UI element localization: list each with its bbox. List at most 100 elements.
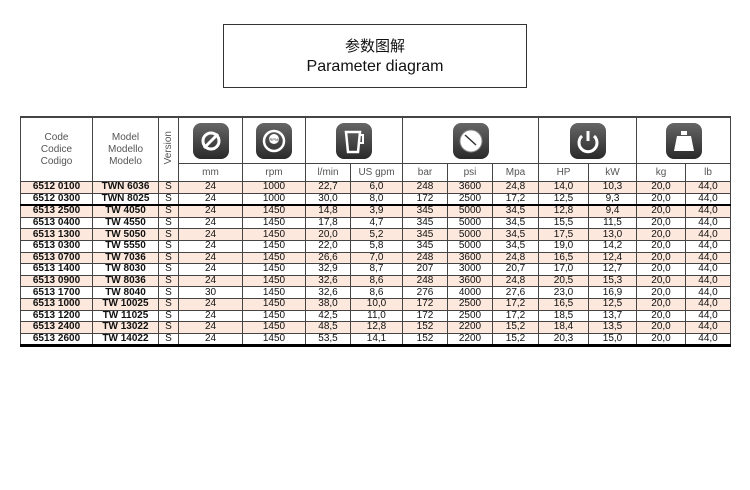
table-cell: TW 10025: [92, 297, 159, 311]
table-cell: 15,2: [491, 321, 540, 334]
table-cell: 20,0: [636, 297, 687, 311]
header-model-it: Modello: [107, 143, 144, 155]
table-cell: 24: [178, 239, 243, 253]
table-cell: 30: [178, 286, 243, 299]
table-cell: 17,2: [491, 192, 540, 207]
title-chinese: 参数图解: [344, 38, 405, 55]
table-cell: 12,5: [588, 297, 638, 311]
table-cell: 6512 0300: [20, 192, 93, 207]
table-cell: 6513 1400: [20, 263, 93, 276]
table-cell: 20,7: [491, 263, 540, 276]
header-flow: [305, 116, 403, 164]
table-cell: 17,2: [491, 309, 540, 323]
header-code-it: Codice: [40, 143, 73, 155]
table-cell: 3000: [447, 263, 493, 276]
table-cell: 44,0: [685, 192, 732, 207]
diameter-icon: [192, 122, 229, 159]
flow-jug-icon: [336, 122, 372, 159]
table-cell: 20,3: [538, 332, 590, 348]
table-cell: 20,0: [636, 321, 687, 334]
table-row: 6513 2500 TW 4050 S 24 1450 14,8 3,9 345 5000 34,…: [20, 204, 732, 218]
table-cell: 9,4: [588, 204, 638, 218]
rpm-icon: RPM: [256, 122, 292, 159]
table-cell: 11,5: [588, 216, 638, 230]
table-cell: 1450: [242, 204, 306, 218]
table-cell: 11,0: [350, 309, 403, 323]
table-cell: TW 7036: [92, 251, 159, 265]
table-cell: 22,0: [305, 239, 351, 253]
table-cell: 24,8: [491, 251, 540, 265]
table-cell: 24: [178, 309, 243, 323]
table-cell: S: [158, 274, 179, 288]
table-cell: 23,0: [538, 286, 590, 299]
table-cell: 27,6: [491, 286, 540, 299]
table-cell: 24: [178, 263, 243, 276]
table-cell: 1450: [242, 297, 306, 311]
table-cell: 8,6: [350, 274, 403, 288]
header-model-en: Model: [111, 131, 140, 143]
table-cell: 152: [402, 332, 448, 348]
table-cell: 34,5: [491, 204, 540, 218]
table-cell: S: [158, 204, 179, 218]
table-row: 6513 0300 TW 5550 S 24 1450 22,0 5,8 345 5000 34,…: [20, 239, 732, 253]
table-cell: 15,3: [588, 274, 638, 288]
table-cell: 12,8: [538, 204, 590, 218]
table-cell: 32,6: [305, 274, 351, 288]
table-cell: 17,5: [538, 228, 590, 241]
table-cell: TW 5050: [92, 228, 159, 241]
table-row: 6512 0100 TWN 6036 S 24 1000 22,7 6,0 248 3600 24…: [20, 181, 732, 194]
header-code: Code Codice Codigo: [20, 116, 93, 182]
table-cell: TW 14022: [92, 332, 159, 348]
table-cell: S: [158, 286, 179, 299]
table-cell: 5000: [447, 239, 493, 253]
table-cell: 207: [402, 263, 448, 276]
table-cell: TW 4550: [92, 216, 159, 230]
table-cell: 19,0: [538, 239, 590, 253]
table-cell: 32,9: [305, 263, 351, 276]
table-cell: 48,5: [305, 321, 351, 334]
header-rpm: RPM: [242, 116, 306, 164]
table-cell: 4,7: [350, 216, 403, 230]
table-cell: 24,8: [491, 274, 540, 288]
table-cell: 34,5: [491, 239, 540, 253]
table-cell: 18,5: [538, 309, 590, 323]
unit-psi: psi: [447, 163, 493, 182]
header-code-es: Codigo: [40, 155, 73, 167]
table-cell: S: [158, 181, 179, 194]
table-cell: 8,7: [350, 263, 403, 276]
header-code-en: Code: [44, 131, 69, 143]
table-cell: 6512 0100: [20, 181, 93, 194]
table-cell: 3600: [447, 274, 493, 288]
unit-kg: kg: [636, 163, 687, 182]
table-cell: 24: [178, 204, 243, 218]
header-diameter: [178, 116, 243, 164]
table-row: 6513 1400 TW 8030 S 24 1450 32,9 8,7 207 3000 20,…: [20, 263, 732, 276]
table-cell: 20,0: [636, 332, 687, 348]
table-cell: 10,0: [350, 297, 403, 311]
table-cell: 345: [402, 216, 448, 230]
table-row: 6513 2600 TW 14022 S 24 1450 53,5 14,1 152 2200 1…: [20, 332, 732, 348]
table-cell: 13,5: [588, 321, 638, 334]
table-cell: S: [158, 321, 179, 334]
table-row: 6513 0900 TW 8036 S 24 1450 32,6 8,6 248 3600 24,…: [20, 274, 732, 288]
table-cell: 248: [402, 274, 448, 288]
table-cell: TW 4050: [92, 204, 159, 218]
table-cell: 276: [402, 286, 448, 299]
table-cell: TW 5550: [92, 239, 159, 253]
table-cell: 6513 0900: [20, 274, 93, 288]
table-cell: 248: [402, 251, 448, 265]
header-model-es: Modelo: [109, 155, 142, 167]
unit-hp: HP: [538, 163, 590, 182]
table-cell: 4000: [447, 286, 493, 299]
header-weight: [636, 116, 732, 164]
table-cell: 38,0: [305, 297, 351, 311]
table-cell: S: [158, 239, 179, 253]
table-cell: 8,0: [350, 192, 403, 207]
table-cell: 44,0: [685, 286, 732, 299]
table-cell: 6513 2500: [20, 204, 93, 218]
table-cell: 44,0: [685, 321, 732, 334]
table-cell: 20,0: [636, 204, 687, 218]
table-cell: 3600: [447, 181, 493, 194]
table-cell: 24: [178, 297, 243, 311]
table-cell: 13,7: [588, 309, 638, 323]
